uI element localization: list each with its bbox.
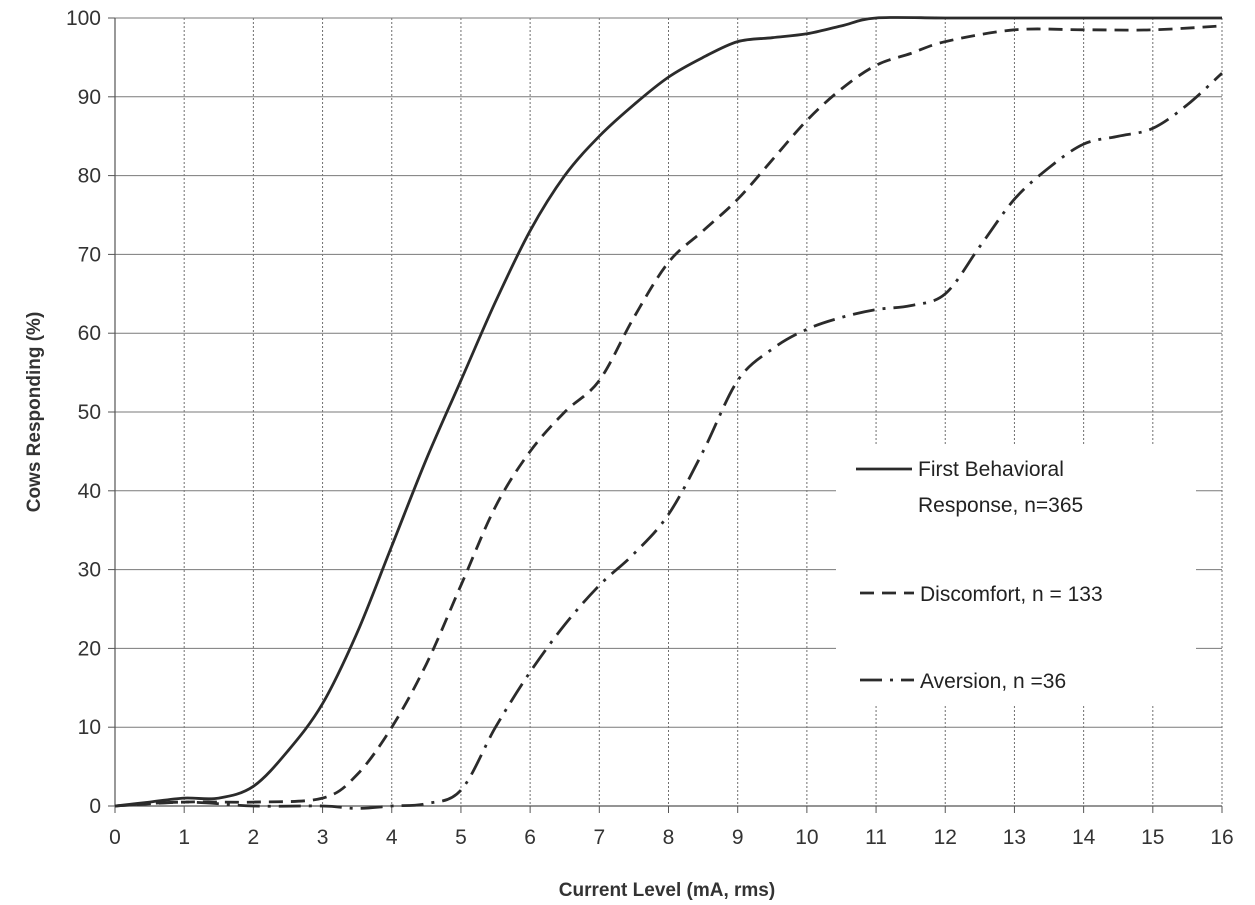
legend-label-discomfort: Discomfort, n = 133	[920, 583, 1103, 606]
x-tick-label: 15	[1141, 826, 1164, 849]
series-line-aversion	[114, 72, 1223, 810]
y-tick-label: 50	[78, 401, 101, 424]
legend-label-aversion: Aversion, n =36	[920, 670, 1066, 693]
x-axis-title: Current Level (mA, rms)	[559, 880, 775, 901]
y-axis-title: Cows Responding (%)	[24, 312, 45, 513]
x-tick-label: 8	[663, 826, 675, 849]
x-tick-label: 5	[455, 826, 467, 849]
series-lines	[114, 16, 1223, 810]
legend: First Behavioral Response, n=365 Discomf…	[836, 444, 1196, 706]
legend-label-first-behavioral-line2: Response, n=365	[918, 494, 1083, 517]
x-tick-label: 3	[317, 826, 329, 849]
x-tick-label: 10	[795, 826, 818, 849]
x-tick-label: 2	[248, 826, 260, 849]
x-tick-label: 6	[524, 826, 536, 849]
y-tick-label: 60	[78, 322, 101, 345]
x-tick-label: 7	[593, 826, 605, 849]
y-tick-label: 40	[78, 480, 101, 503]
y-tick-label: 20	[78, 637, 101, 660]
x-tick-label: 13	[1003, 826, 1026, 849]
x-tick-label: 0	[109, 826, 121, 849]
y-tick-label: 30	[78, 559, 101, 582]
y-tick-label: 90	[78, 86, 101, 109]
x-tick-label: 4	[386, 826, 398, 849]
y-tick-label: 80	[78, 165, 101, 188]
series-line-first-behavioral	[114, 16, 1222, 808]
tick-labels: 0 1 2 3 4 5 6 7 8 9 10 11 12 13 14 15 160102030405060708…	[66, 7, 1234, 849]
x-tick-label: 12	[934, 826, 957, 849]
y-tick-label: 70	[78, 243, 101, 266]
y-tick-label: 100	[66, 7, 101, 30]
y-tick-label: 0	[89, 795, 101, 818]
legend-label-first-behavioral-line1: First Behavioral	[918, 458, 1064, 481]
y-tick-label: 10	[78, 716, 101, 739]
x-tick-label: 1	[178, 826, 190, 849]
legend-background	[836, 444, 1196, 706]
series-line-discomfort	[114, 24, 1223, 808]
x-tick-label: 9	[732, 826, 744, 849]
x-tick-label: 11	[865, 826, 887, 849]
x-tick-label: 16	[1210, 826, 1233, 849]
x-tick-label: 14	[1072, 826, 1096, 849]
